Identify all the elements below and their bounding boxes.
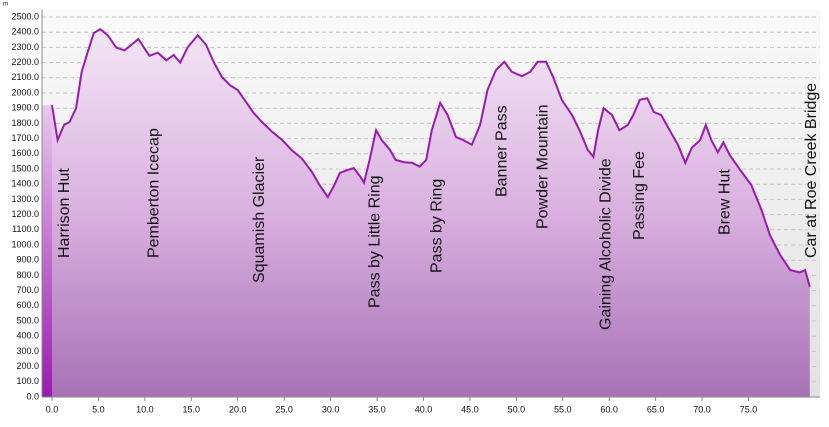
waypoint-label: Squamish Glacier: [251, 156, 268, 283]
y-tick-label: 2000.0: [11, 87, 39, 97]
y-tick-label: 1700.0: [11, 133, 39, 143]
x-tick-label: 50.0: [508, 404, 526, 414]
y-tick-label: 600.0: [16, 300, 39, 310]
x-tick-label: 0.0: [46, 404, 59, 414]
y-tick-label: 1400.0: [11, 179, 39, 189]
y-tick-label: 2500.0: [11, 11, 39, 21]
waypoint-label: Powder Mountain: [534, 104, 551, 229]
y-tick-label: 1200.0: [11, 209, 39, 219]
y-tick-label: 1900.0: [11, 103, 39, 113]
x-tick-label: 60.0: [600, 404, 618, 414]
y-tick-label: 1000.0: [11, 239, 39, 249]
waypoint-label: Gaining Alcoholic Divide: [598, 158, 615, 330]
x-tick-label: 35.0: [368, 404, 386, 414]
waypoint-label: Passing Fee: [631, 151, 648, 240]
waypoint-label: Harrison Hut: [56, 168, 73, 258]
y-unit: m: [3, 2, 8, 8]
y-tick-label: 2300.0: [11, 42, 39, 52]
x-tick-label: 45.0: [461, 404, 479, 414]
y-tick-label: 100.0: [16, 376, 39, 386]
y-tick-label: 400.0: [16, 331, 39, 341]
y-tick-label: 2100.0: [11, 72, 39, 82]
y-tick-label: 0.0: [26, 391, 39, 401]
x-tick-label: 65.0: [647, 404, 665, 414]
x-tick-label: 5.0: [92, 404, 105, 414]
x-tick-label: 70.0: [693, 404, 711, 414]
y-tick-label: 1300.0: [11, 194, 39, 204]
waypoint-label: Brew Hut: [716, 169, 733, 235]
x-tick-label: 75.0: [740, 404, 758, 414]
waypoint-label: Pemberton Icecap: [145, 128, 162, 258]
y-tick-label: 800.0: [16, 270, 39, 280]
x-tick-label: 30.0: [322, 404, 340, 414]
y-tick-label: 1100.0: [12, 224, 39, 234]
y-tick-label: 1500.0: [11, 163, 39, 173]
x-tick-label: 55.0: [554, 404, 572, 414]
y-tick-label: 500.0: [16, 315, 39, 325]
y-tick-label: 200.0: [16, 361, 39, 371]
x-tick-label: 15.0: [183, 404, 201, 414]
x-tick-label: 20.0: [229, 404, 247, 414]
y-tick-label: 2400.0: [11, 27, 39, 37]
waypoint-label: Pass by Ring: [429, 179, 446, 273]
y-tick-label: 300.0: [16, 346, 39, 356]
y-tick-label: 1600.0: [11, 148, 39, 158]
y-tick-label: 900.0: [16, 255, 39, 265]
waypoint-label: Pass by Little Ring: [366, 175, 383, 308]
y-tick-label: 2200.0: [11, 57, 39, 67]
waypoint-label: Car at Roe Creek Bridge: [803, 83, 820, 258]
axis-strip: [42, 105, 52, 397]
x-tick-label: 40.0: [415, 404, 433, 414]
x-tick-label: 10.0: [136, 404, 154, 414]
x-tick-label: 25.0: [275, 404, 293, 414]
y-tick-label: 1800.0: [11, 118, 39, 128]
elevation-line: [51, 27, 811, 288]
y-tick-label: 700.0: [16, 285, 39, 295]
elevation-area: [52, 29, 810, 397]
waypoint-label: Banner Pass: [494, 105, 511, 197]
